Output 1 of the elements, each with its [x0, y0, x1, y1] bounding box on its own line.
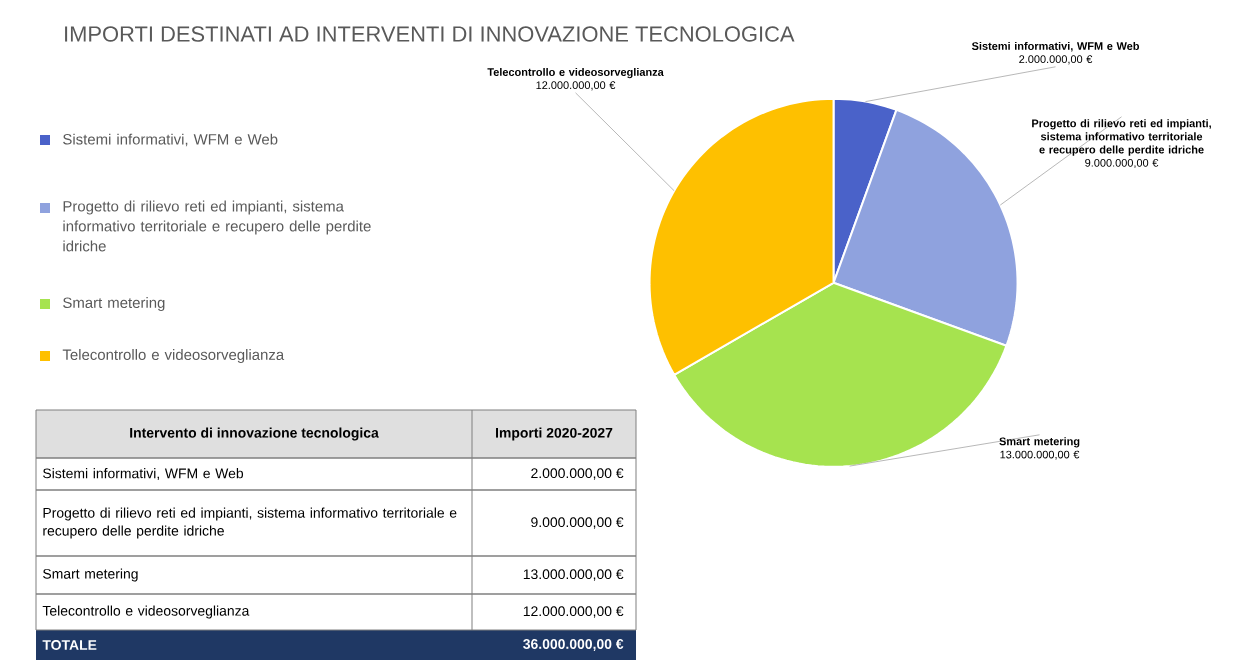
- chart-title: IMPORTI DESTINATI AD INTERVENTI DI INNOVAZIONE TECNOLOGICA: [65, 26, 795, 42]
